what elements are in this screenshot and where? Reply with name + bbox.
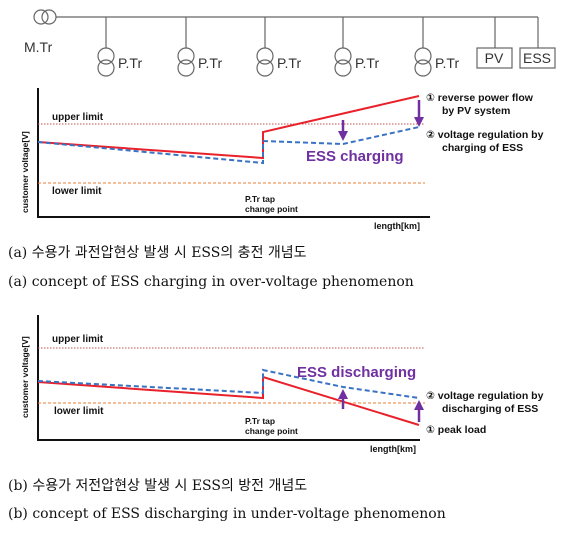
pole-tr-label: P.Tr [277, 55, 301, 71]
caption-b-english: (b) concept of ESS discharging in under-… [8, 506, 446, 522]
note-voltage-regulation: discharging of ESS [442, 403, 538, 415]
tap-point-label: P.Tr tap [245, 194, 275, 204]
note-voltage-regulation: ② voltage regulation by [426, 390, 544, 402]
voltage-profile-peak-load [37, 375, 420, 426]
caption-a-korean: (a) 수용가 과전압현상 발생 시 ESS의 충전 개념도 [8, 245, 307, 261]
diagram-a: customer voltage[V] length[km] upper lim… [20, 88, 544, 231]
feeder-schematic [33, 9, 556, 77]
ess-box [519, 47, 556, 69]
charging-arrow [414, 100, 424, 127]
pole-transformer-icon [256, 17, 274, 77]
x-axis-label: length[km] [370, 444, 416, 454]
pole-tr-label: P.Tr [118, 55, 142, 71]
lower-limit-label: lower limit [54, 406, 104, 417]
upper-limit-label: upper limit [52, 112, 104, 123]
voltage-profile-ess [37, 368, 420, 399]
discharging-arrow [414, 400, 424, 422]
x-axis-label: length[km] [374, 221, 420, 231]
upper-limit-label: upper limit [52, 334, 104, 345]
lower-limit-label: lower limit [52, 186, 102, 197]
note-voltage-regulation: ② voltage regulation by [426, 129, 544, 141]
pole-transformer-icon [177, 17, 195, 77]
pole-tr-label: P.Tr [435, 55, 459, 71]
tap-point-label: change point [245, 426, 298, 436]
pv-box [476, 47, 513, 69]
note-peak-load: ① peak load [426, 424, 486, 436]
pole-transformer-icon [334, 17, 352, 77]
pole-tr-label: P.Tr [355, 55, 379, 71]
diagram-b: customer voltage[V] length[km] upper lim… [20, 315, 544, 454]
pole-transformer-icon [414, 17, 432, 77]
tap-point-label: change point [245, 204, 298, 214]
ess-label: ESS [523, 50, 551, 66]
pv-label: PV [485, 50, 504, 66]
tap-point-label: P.Tr tap [245, 416, 275, 426]
charging-arrow [338, 120, 348, 141]
note-reverse-power-flow: by PV system [442, 105, 510, 117]
note-voltage-regulation: charging of ESS [442, 142, 523, 154]
caption-a-english: (a) concept of ESS charging in over-volt… [8, 274, 414, 290]
voltage-profile-ess [37, 126, 420, 165]
mode-label: ESS discharging [297, 364, 416, 381]
discharging-arrow [338, 389, 348, 409]
caption-b-korean: (b) 수용가 저전압현상 발생 시 ESS의 방전 개념도 [8, 478, 308, 494]
note-reverse-power-flow: ① reverse power flow [426, 92, 534, 104]
y-axis-label: customer voltage[V] [20, 336, 30, 418]
pole-transformer-icon [97, 17, 115, 77]
pole-tr-label: P.Tr [198, 55, 222, 71]
mode-label: ESS charging [306, 148, 404, 165]
y-axis-label: customer voltage[V] [20, 131, 30, 213]
main-transformer-icon [33, 9, 57, 25]
main-tr-label: M.Tr [24, 39, 53, 55]
